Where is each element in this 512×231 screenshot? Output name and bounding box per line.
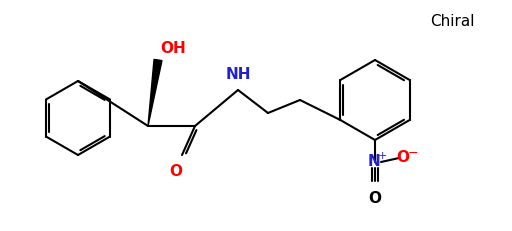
Text: +: + [377,151,387,161]
Text: O: O [369,191,381,206]
Polygon shape [148,59,162,126]
Text: NH: NH [225,67,251,82]
Text: N: N [368,155,380,170]
Text: O: O [396,151,410,165]
Text: OH: OH [160,41,186,56]
Text: Chiral: Chiral [430,13,475,28]
Text: O: O [169,164,182,179]
Text: −: − [408,146,418,159]
